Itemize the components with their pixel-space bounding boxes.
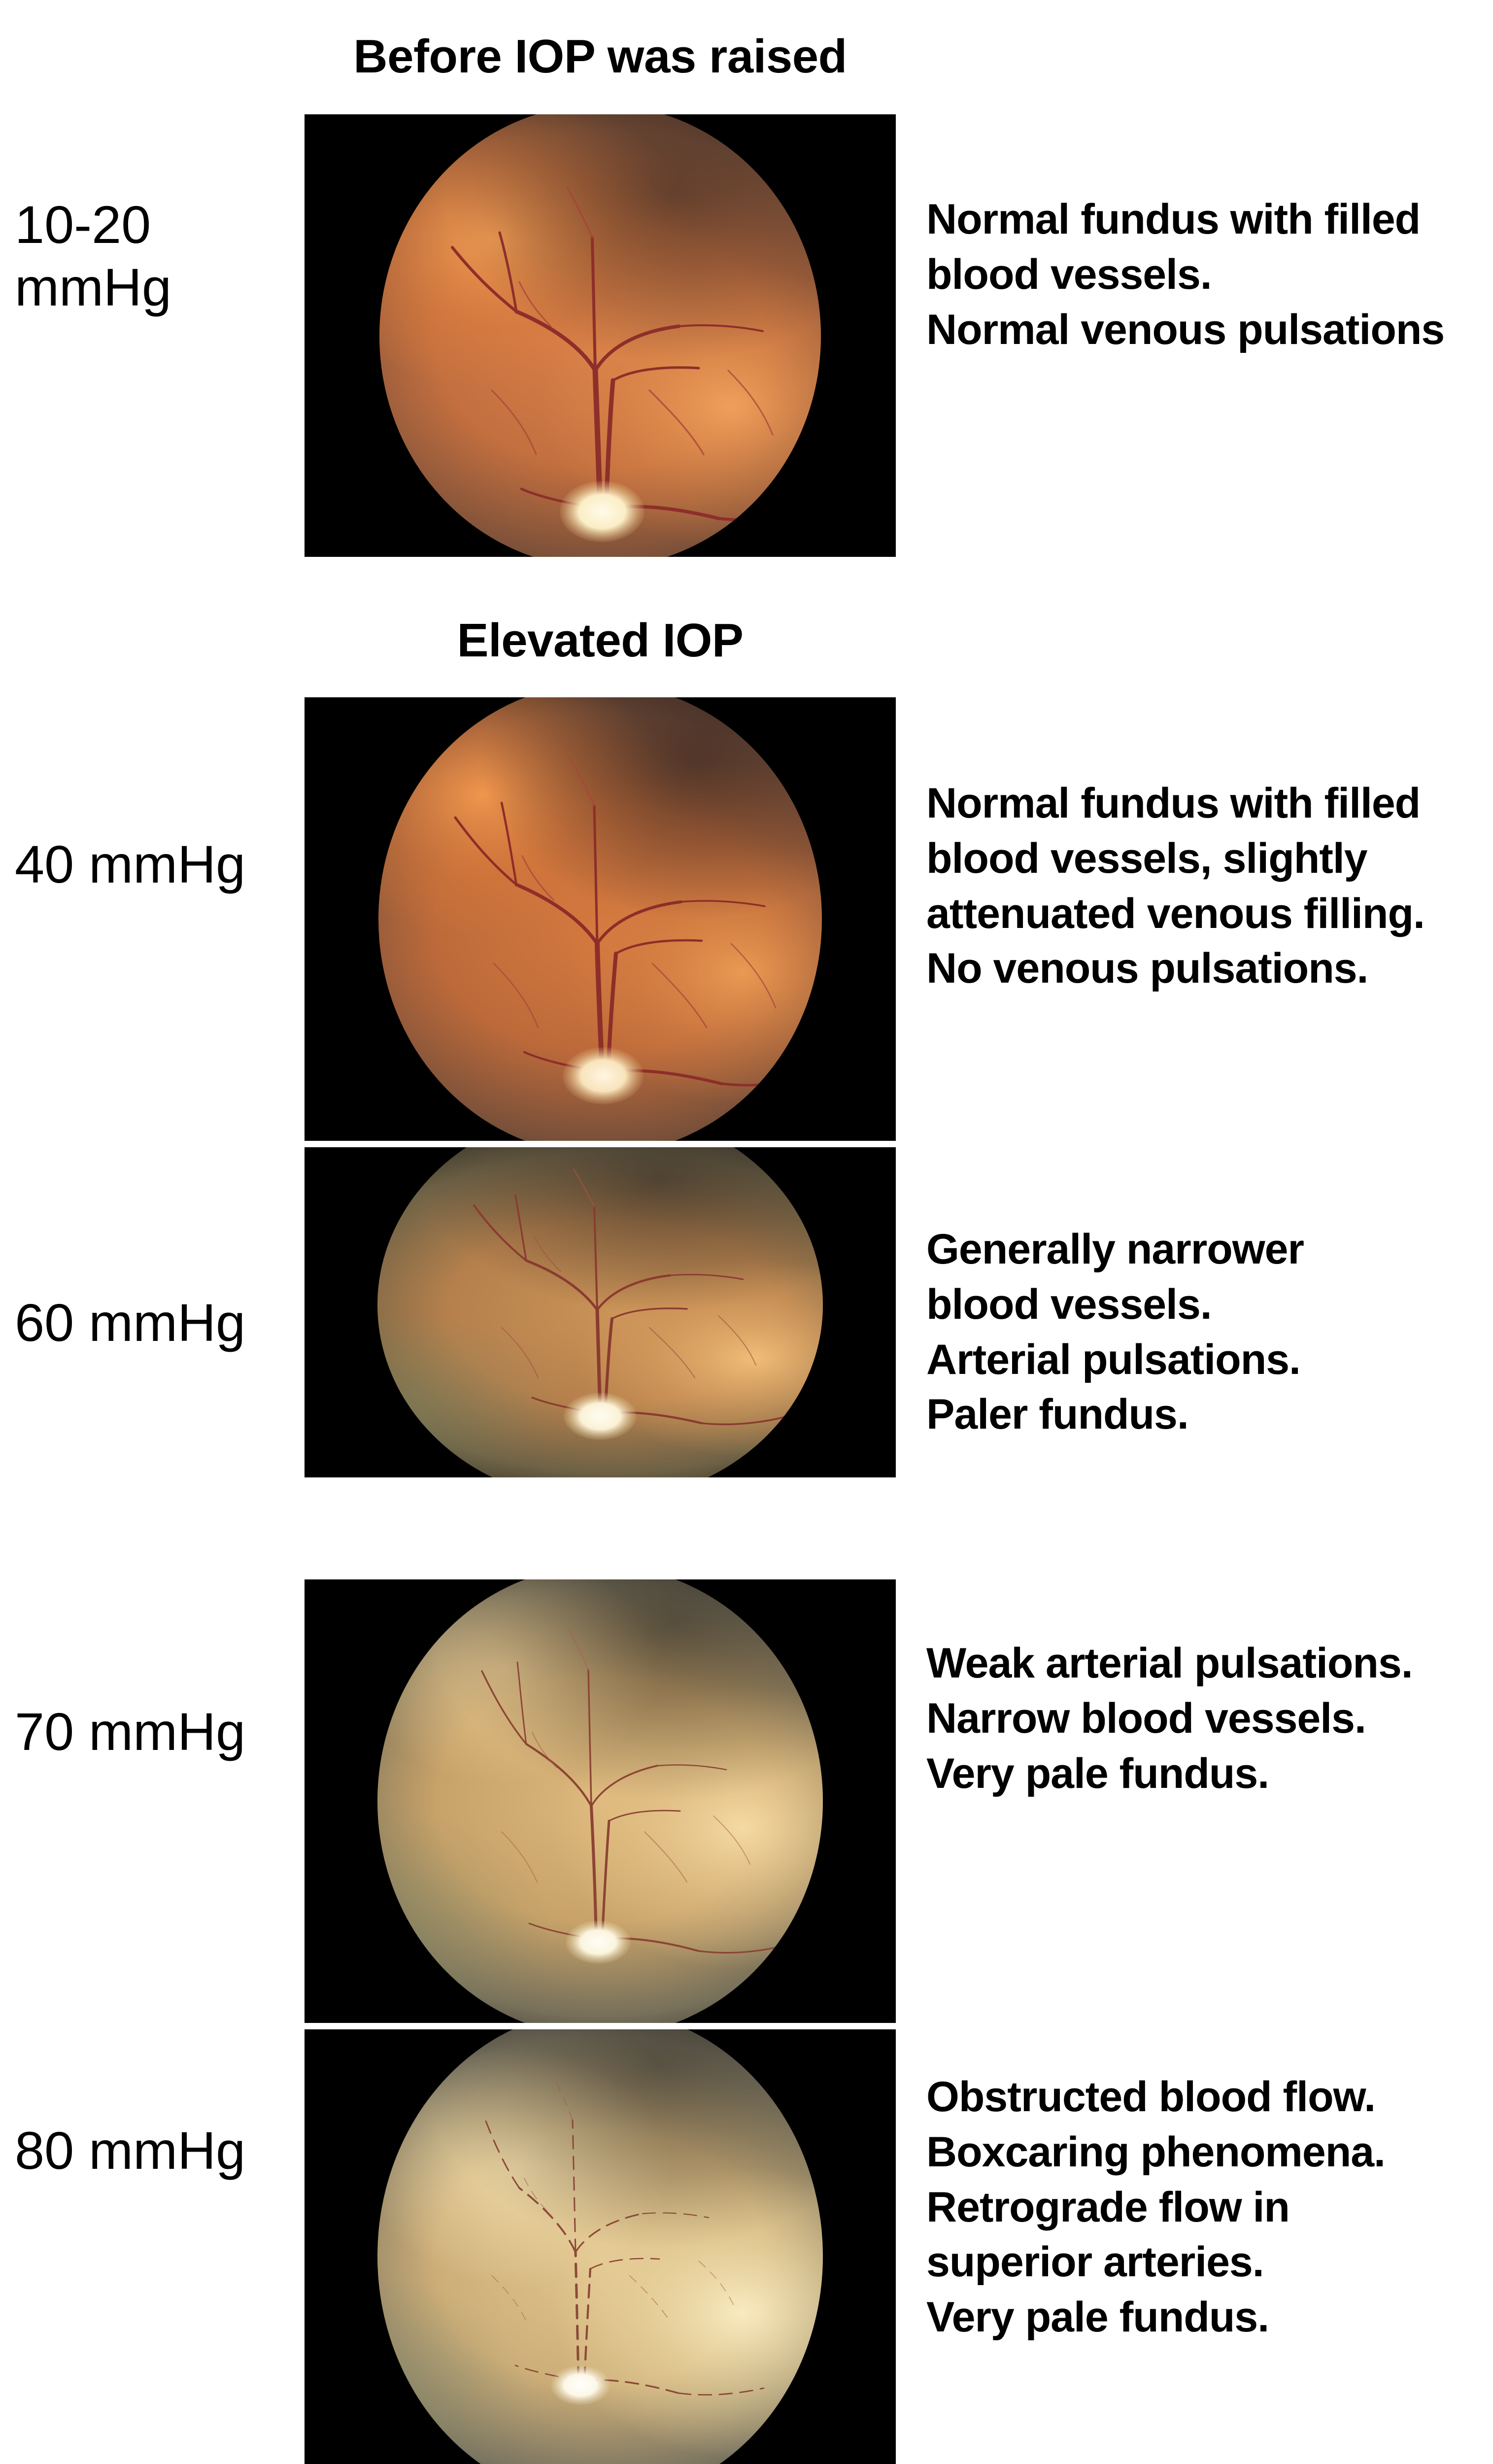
- fundus-photo-40-mmHg: [305, 697, 896, 1141]
- description-10-20-mmHg: Normal fundus with filled blood vessels.…: [926, 192, 1488, 357]
- fundus-image-canvas: [305, 697, 896, 1141]
- pressure-label-80-mmHg: 80 mmHg: [15, 2119, 298, 2182]
- pressure-line: 70 mmHg: [15, 1702, 246, 1761]
- fundus-image-canvas: [305, 1147, 896, 1477]
- description-80-mmHg: Obstructed blood flow. Boxcaring phenome…: [926, 2070, 1488, 2345]
- description-line: Narrow blood vessels.: [926, 1694, 1366, 1742]
- description-line: Very pale fundus.: [926, 1749, 1269, 1797]
- fundus-image-canvas: [305, 2029, 896, 2464]
- fundus-photo-10-20-mmHg: [305, 114, 896, 557]
- fundus-photo-60-mmHg: [305, 1147, 896, 1477]
- description-60-mmHg: Generally narrower blood vessels. Arteri…: [926, 1222, 1488, 1442]
- description-line: attenuated venous filling.: [926, 890, 1425, 937]
- fundus-photo-80-mmHg: [305, 2029, 896, 2464]
- fundus-image-canvas: [305, 114, 896, 557]
- pressure-line: 80 mmHg: [15, 2121, 246, 2180]
- description-line: Very pale fundus.: [926, 2293, 1269, 2341]
- description-line: Obstructed blood flow.: [926, 2073, 1376, 2121]
- pressure-label-10-20-mmHg: 10-20 mmHg: [15, 193, 298, 319]
- description-line: superior arteries.: [926, 2238, 1264, 2286]
- description-line: blood vessels.: [926, 250, 1212, 298]
- description-line: Normal venous pulsations: [926, 306, 1445, 353]
- pressure-line: 40 mmHg: [15, 834, 246, 894]
- description-line: Paler fundus.: [926, 1391, 1189, 1438]
- pressure-line: mmHg: [15, 257, 171, 317]
- description-line: blood vessels.: [926, 1280, 1212, 1328]
- description-line: Normal fundus with filled: [926, 780, 1421, 827]
- description-line: Retrograde flow in: [926, 2183, 1290, 2231]
- description-line: Normal fundus with filled: [926, 196, 1421, 243]
- description-line: Boxcaring phenomena.: [926, 2128, 1386, 2176]
- pressure-label-60-mmHg: 60 mmHg: [15, 1291, 298, 1354]
- description-40-mmHg: Normal fundus with filled blood vessels,…: [926, 776, 1488, 996]
- description-line: Arterial pulsations.: [926, 1335, 1301, 1383]
- fundus-image-canvas: [305, 1579, 896, 2023]
- fundus-photo-70-mmHg: [305, 1579, 896, 2023]
- description-70-mmHg: Weak arterial pulsations. Narrow blood v…: [926, 1636, 1488, 1801]
- heading-elevated-iop: Elevated IOP: [457, 614, 744, 667]
- pressure-line: 60 mmHg: [15, 1293, 246, 1352]
- description-line: Generally narrower: [926, 1226, 1304, 1273]
- description-line: No venous pulsations.: [926, 945, 1368, 992]
- pressure-line: 10-20: [15, 195, 151, 254]
- description-line: blood vessels, slightly: [926, 834, 1368, 882]
- description-line: Weak arterial pulsations.: [926, 1640, 1413, 1687]
- pressure-label-70-mmHg: 70 mmHg: [15, 1700, 298, 1763]
- heading-before-iop-raised: Before IOP was raised: [353, 30, 847, 83]
- pressure-label-40-mmHg: 40 mmHg: [15, 833, 298, 895]
